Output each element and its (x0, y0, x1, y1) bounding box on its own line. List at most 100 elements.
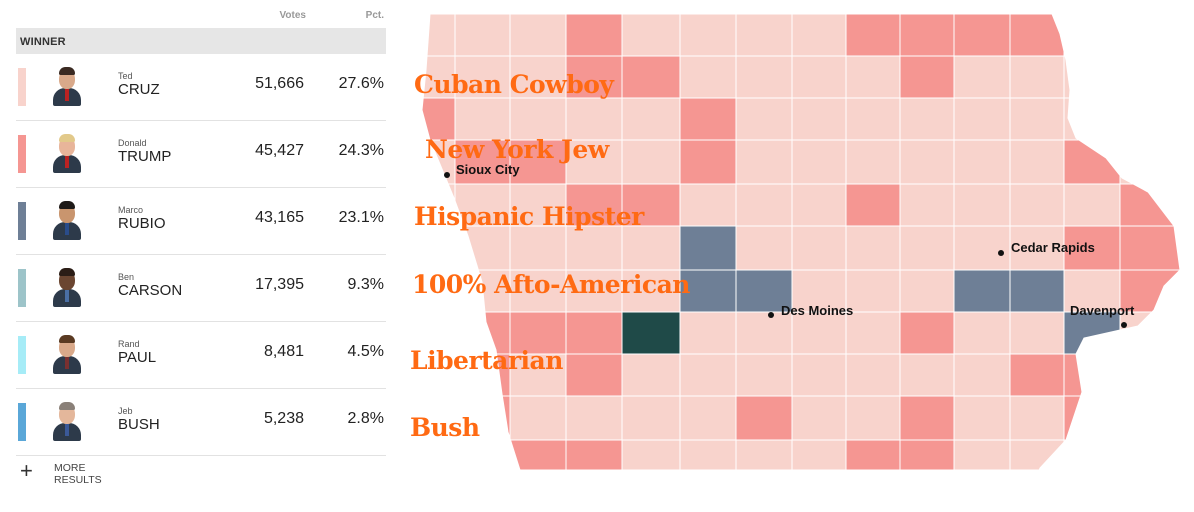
county-shape[interactable] (953, 55, 1011, 99)
county-shape[interactable] (1063, 439, 1121, 471)
county-shape[interactable] (953, 14, 1011, 57)
county-shape[interactable] (1009, 183, 1065, 227)
county-shape[interactable] (1063, 183, 1121, 227)
county-shape[interactable] (735, 225, 793, 271)
county-shape[interactable] (899, 439, 955, 471)
county-shape[interactable] (1009, 55, 1065, 99)
county-shape[interactable] (735, 353, 793, 397)
county-shape[interactable] (953, 353, 1011, 397)
county-shape[interactable] (953, 97, 1011, 141)
county-shape[interactable] (791, 395, 847, 441)
county-shape[interactable] (791, 269, 847, 313)
county-shape[interactable] (791, 311, 847, 355)
county-shape[interactable] (1119, 353, 1180, 397)
county-shape[interactable] (791, 139, 847, 185)
county-shape[interactable] (679, 183, 737, 227)
county-shape[interactable] (565, 183, 623, 227)
county-shape[interactable] (621, 139, 681, 185)
county-shape[interactable] (953, 139, 1011, 185)
county-shape[interactable] (565, 395, 623, 441)
county-shape[interactable] (621, 183, 681, 227)
county-shape[interactable] (735, 439, 793, 471)
more-results-button[interactable]: + MORE RESULTS (16, 458, 166, 490)
county-shape[interactable] (454, 139, 511, 185)
county-shape[interactable] (454, 97, 511, 141)
county-shape[interactable] (1063, 55, 1121, 99)
county-shape[interactable] (1009, 139, 1065, 185)
county-shape[interactable] (899, 55, 955, 99)
county-shape[interactable] (953, 269, 1011, 313)
county-shape[interactable] (621, 439, 681, 471)
county-shape[interactable] (845, 311, 901, 355)
county-shape[interactable] (509, 97, 567, 141)
county-shape[interactable] (454, 14, 511, 57)
county-shape[interactable] (1063, 139, 1121, 185)
county-shape[interactable] (735, 183, 793, 227)
county-shape[interactable] (953, 225, 1011, 271)
county-shape[interactable] (791, 439, 847, 471)
county-shape[interactable] (565, 14, 623, 57)
county-shape[interactable] (400, 439, 456, 471)
county-shape[interactable] (791, 55, 847, 99)
county-shape[interactable] (953, 439, 1011, 471)
county-shape[interactable] (565, 225, 623, 271)
county-shape[interactable] (791, 353, 847, 397)
county-shape[interactable] (899, 395, 955, 441)
county-shape[interactable] (845, 353, 901, 397)
county-shape[interactable] (679, 439, 737, 471)
county-shape[interactable] (791, 97, 847, 141)
county-shape[interactable] (454, 225, 511, 271)
county-shape[interactable] (679, 353, 737, 397)
county-shape[interactable] (791, 14, 847, 57)
county-shape[interactable] (845, 97, 901, 141)
county-shape[interactable] (509, 14, 567, 57)
county-shape[interactable] (679, 55, 737, 99)
county-shape[interactable] (899, 225, 955, 271)
county-shape[interactable] (735, 97, 793, 141)
county-shape[interactable] (1063, 311, 1121, 355)
county-shape[interactable] (735, 14, 793, 57)
county-shape[interactable] (1009, 311, 1065, 355)
county-shape[interactable] (899, 14, 955, 57)
county-shape[interactable] (1063, 14, 1121, 57)
county-shape[interactable] (621, 97, 681, 141)
county-shape[interactable] (1063, 269, 1121, 313)
county-shape[interactable] (565, 97, 623, 141)
county-shape[interactable] (845, 14, 901, 57)
county-shape[interactable] (1119, 225, 1180, 271)
county-shape[interactable] (845, 269, 901, 313)
county-shape[interactable] (735, 311, 793, 355)
county-shape[interactable] (735, 139, 793, 185)
county-shape[interactable] (679, 97, 737, 141)
county-shape[interactable] (454, 55, 511, 99)
county-shape[interactable] (735, 395, 793, 441)
county-shape[interactable] (1119, 439, 1180, 471)
county-shape[interactable] (679, 14, 737, 57)
county-shape[interactable] (899, 97, 955, 141)
county-shape[interactable] (679, 395, 737, 441)
county-shape[interactable] (953, 395, 1011, 441)
county-shape[interactable] (621, 395, 681, 441)
county-shape[interactable] (1119, 395, 1180, 441)
county-shape[interactable] (845, 395, 901, 441)
county-shape[interactable] (1119, 311, 1180, 355)
county-shape[interactable] (1063, 97, 1121, 141)
county-shape[interactable] (1009, 97, 1065, 141)
county-shape[interactable] (953, 183, 1011, 227)
county-shape[interactable] (679, 139, 737, 185)
county-shape[interactable] (621, 225, 681, 271)
county-shape[interactable] (565, 139, 623, 185)
county-shape[interactable] (565, 55, 623, 99)
county-shape[interactable] (845, 183, 901, 227)
county-shape[interactable] (953, 311, 1011, 355)
county-shape[interactable] (621, 14, 681, 57)
county-shape[interactable] (621, 311, 681, 355)
county-shape[interactable] (845, 139, 901, 185)
county-shape[interactable] (899, 183, 955, 227)
county-shape[interactable] (899, 139, 955, 185)
county-shape[interactable] (1063, 353, 1121, 397)
county-shape[interactable] (454, 183, 511, 227)
county-shape[interactable] (1063, 395, 1121, 441)
county-shape[interactable] (565, 439, 623, 471)
county-shape[interactable] (1009, 269, 1065, 313)
